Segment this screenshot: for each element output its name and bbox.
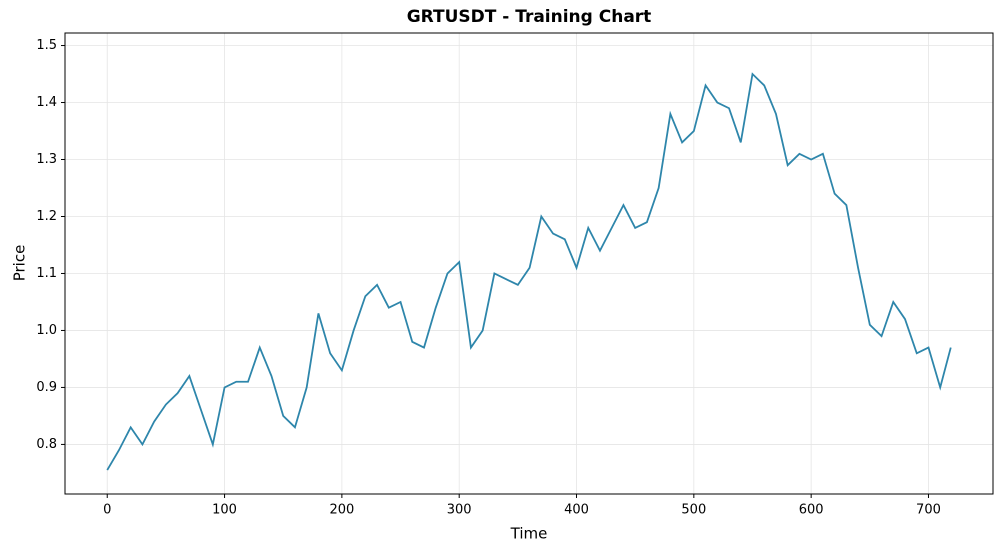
y-tick-label: 0.9 [36,380,57,395]
x-tick-label: 100 [212,503,237,518]
y-tick-label: 1.5 [36,38,57,53]
x-tick-label: 600 [799,503,824,518]
x-tick-label: 300 [447,503,472,518]
x-axis-label: Time [510,525,548,543]
x-tick-label: 0 [103,503,111,518]
price-line [106,72,952,471]
chart-title: GRTUSDT - Training Chart [407,7,652,27]
y-tick-label: 1.1 [36,266,57,281]
y-tick-label: 0.8 [36,437,57,452]
x-tick-label: 400 [564,503,589,518]
x-tick-label: 700 [916,503,941,518]
y-axis-label: Price [11,245,29,282]
x-tick-label: 500 [681,503,706,518]
plot-frame [64,32,994,495]
y-tick-label: 1.3 [36,152,57,167]
x-tick-label: 200 [329,503,354,518]
y-tick-label: 1.2 [36,209,57,224]
y-tick-label: 1.0 [36,323,57,338]
y-tick-label: 1.4 [36,95,57,110]
